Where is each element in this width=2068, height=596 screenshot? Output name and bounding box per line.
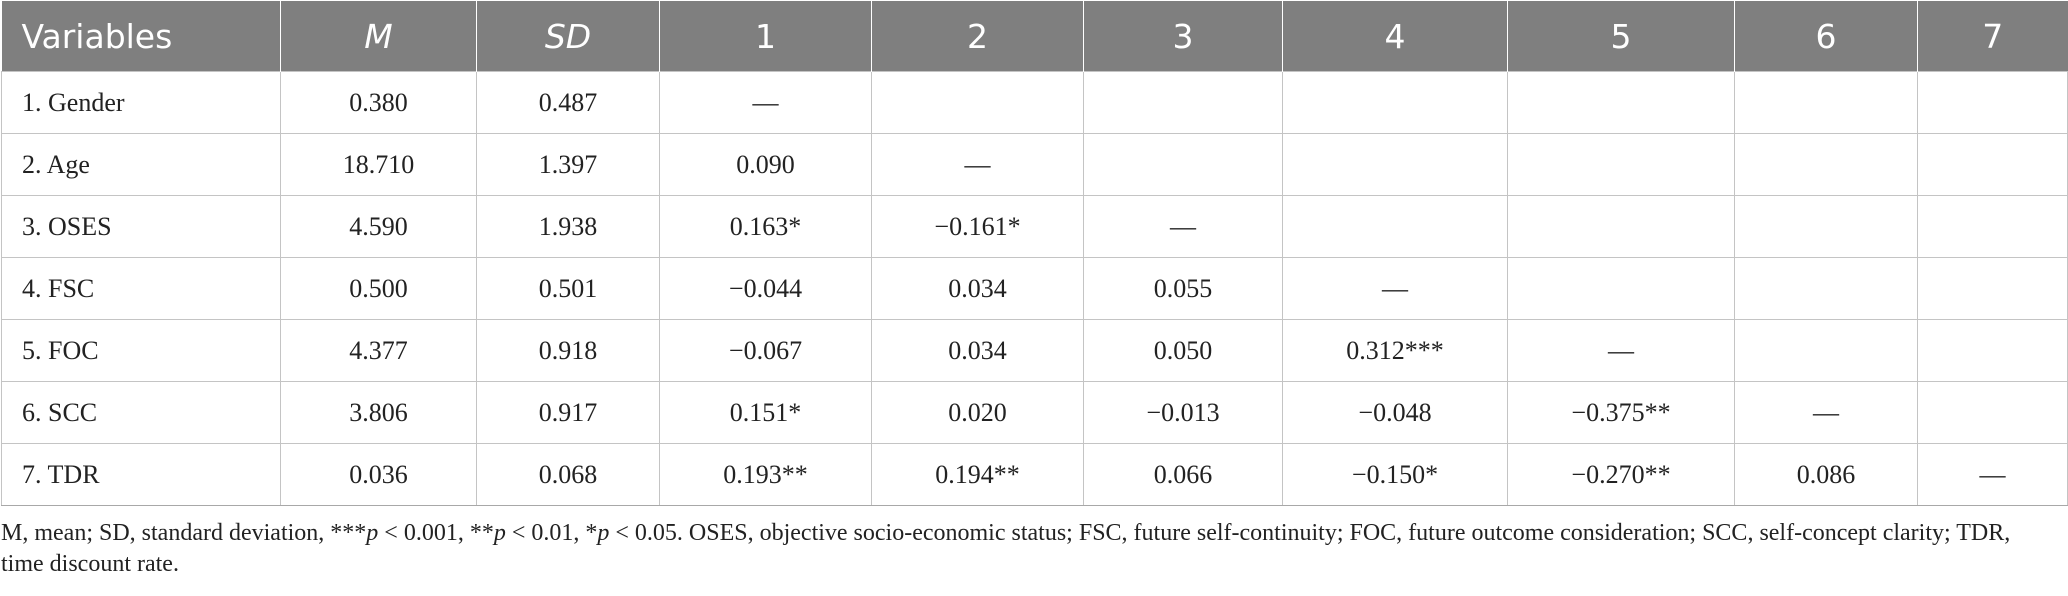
table-row: 2. Age 18.710 1.397 0.090— [1,133,2068,196]
table-cell: — [1083,195,1283,258]
table-cell: 3.806 [280,381,477,444]
table-cell [1083,71,1283,134]
table-cell: −0.270** [1507,443,1735,506]
variable-name-cell: 3. OSES [1,195,281,258]
table-cell: 0.918 [476,319,660,382]
correlation-table-figure: Variables M SD 1 2 3 4 5 6 7 1. Gender 0.… [1,1,2068,577]
table-cell: 0.068 [476,443,660,506]
table-cell [1734,71,1918,134]
table-cell: — [1282,257,1508,320]
table-cell: 0.487 [476,71,660,134]
table-cell: 0.194** [871,443,1084,506]
table-cell [1734,195,1918,258]
table-cell: −0.067 [659,319,872,382]
table-cell: 0.050 [1083,319,1283,382]
table-cell [871,71,1084,134]
table-cell: 0.151* [659,381,872,444]
note-p-symbol: p [366,520,379,546]
table-cell: −0.013 [1083,381,1283,444]
variable-name-cell: 6. SCC [1,381,281,444]
header-col-3: 3 [1083,1,1283,72]
table-cell [1507,257,1735,320]
table-cell: — [1734,381,1918,444]
table-cell: −0.375** [1507,381,1735,444]
header-variables: Variables [1,1,281,72]
table-cell: — [1507,319,1735,382]
note-text: M, mean; SD, standard deviation, *** [1,520,367,546]
table-cell: 1.938 [476,195,660,258]
header-col-4: 4 [1282,1,1508,72]
table-cell [1734,133,1918,196]
table-cell: 0.193** [659,443,872,506]
correlation-table: Variables M SD 1 2 3 4 5 6 7 1. Gender 0.… [1,1,2068,506]
table-cell: −0.161* [871,195,1084,258]
table-cell: 0.500 [280,257,477,320]
table-cell: 0.066 [1083,443,1283,506]
table-cell: 0.036 [280,443,477,506]
note-text: < 0.001, ** [378,520,494,546]
table-cell: −0.044 [659,257,872,320]
table-cell [1917,71,2068,134]
table-cell [1734,257,1918,320]
variable-name-cell: 7. TDR [1,443,281,506]
table-cell [1734,319,1918,382]
table-cell [1917,133,2068,196]
table-row: 1. Gender 0.380 0.487— [1,71,2068,134]
header-row: Variables M SD 1 2 3 4 5 6 7 [1,1,2068,72]
header-col-7: 7 [1917,1,2068,72]
table-row: 3. OSES 4.590 1.938 0.163* −0.161* — [1,195,2068,258]
note-text: < 0.05. OSES, objective socio-economic s… [1,520,2011,577]
variable-name-cell: 4. FSC [1,257,281,320]
header-sd: SD [476,1,660,72]
table-cell: 0.034 [871,257,1084,320]
note-p-symbol: p [493,520,506,546]
variable-name-cell: 2. Age [1,133,281,196]
table-cell: 0.163* [659,195,872,258]
header-col-5: 5 [1507,1,1735,72]
variable-name-cell: 5. FOC [1,319,281,382]
table-cell: −0.150* [1282,443,1508,506]
table-note: M, mean; SD, standard deviation, ***p < … [1,518,2051,580]
table-row: 4. FSC 0.500 0.501 −0.044 0.034 0.055— [1,257,2068,320]
table-cell: 0.380 [280,71,477,134]
note-p-symbol: p [597,520,610,546]
table-cell: — [871,133,1084,196]
table-cell [1282,195,1508,258]
table-cell: −0.048 [1282,381,1508,444]
table-cell: — [659,71,872,134]
table-cell [1507,71,1735,134]
table-row: 7. TDR 0.036 0.068 0.193** 0.194** 0.066 −0.15… [1,443,2068,506]
table-cell [1917,257,2068,320]
table-cell [1917,195,2068,258]
table-cell [1917,381,2068,444]
table-cell: 4.377 [280,319,477,382]
table-cell: 1.397 [476,133,660,196]
table-cell: 0.090 [659,133,872,196]
table-cell: 18.710 [280,133,477,196]
header-col-1: 1 [659,1,872,72]
table-cell: 0.917 [476,381,660,444]
table-row: 6. SCC 3.806 0.917 0.151* 0.020 −0.013 −0.048−… [1,381,2068,444]
table-cell [1507,195,1735,258]
table-cell: 0.034 [871,319,1084,382]
table-cell [1282,71,1508,134]
variable-name-cell: 1. Gender [1,71,281,134]
header-col-6: 6 [1734,1,1918,72]
table-cell [1507,133,1735,196]
table-cell: 0.312*** [1282,319,1508,382]
table-cell: 0.086 [1734,443,1918,506]
table-cell [1282,133,1508,196]
table-cell: 0.501 [476,257,660,320]
header-mean: M [280,1,477,72]
table-row: 5. FOC 4.377 0.918 −0.067 0.034 0.050 0.312***… [1,319,2068,382]
table-cell [1083,133,1283,196]
table-cell: 4.590 [280,195,477,258]
table-cell [1917,319,2068,382]
table-cell: 0.055 [1083,257,1283,320]
table-cell: — [1917,443,2068,506]
note-text: < 0.01, * [505,520,598,546]
table-cell: 0.020 [871,381,1084,444]
header-col-2: 2 [871,1,1084,72]
